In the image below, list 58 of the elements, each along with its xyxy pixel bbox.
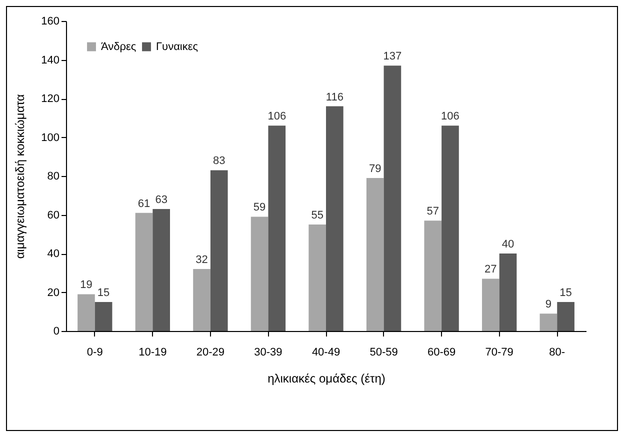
bar [308, 224, 326, 331]
data-label: 137 [383, 50, 402, 63]
y-tick-label: 160 [41, 16, 60, 28]
y-tick-label: 80 [47, 170, 60, 182]
bar [442, 126, 459, 331]
data-label: 32 [196, 254, 208, 266]
bar [540, 314, 558, 331]
bar [326, 106, 344, 331]
data-label: 61 [138, 198, 150, 210]
x-tick-label: 80- [549, 346, 566, 358]
data-label: 15 [97, 286, 110, 299]
x-tick-label: 10-19 [138, 346, 167, 358]
data-label: 63 [155, 194, 168, 206]
y-tick-label: 40 [47, 248, 60, 260]
bar [135, 212, 153, 331]
data-label: 27 [484, 264, 497, 276]
data-label: 59 [253, 202, 266, 214]
bar [499, 254, 517, 331]
bar [152, 208, 170, 331]
data-label: 106 [268, 110, 286, 123]
data-label: 15 [560, 286, 572, 299]
bar [482, 278, 500, 331]
legend-label: Γυναικες [156, 40, 198, 53]
x-tick-label: 70-79 [485, 346, 514, 358]
bar [384, 66, 402, 331]
bar [557, 302, 574, 331]
legend-label: Άνδρες [101, 40, 136, 53]
bar [78, 294, 95, 331]
bar [94, 302, 112, 331]
data-label: 83 [212, 155, 226, 168]
y-tick-label: 60 [47, 209, 60, 222]
data-label: 79 [368, 162, 382, 175]
y-tick-label: 120 [41, 93, 60, 105]
x-tick-label: 50-59 [370, 346, 398, 358]
data-label: 116 [326, 91, 344, 104]
bar [268, 126, 286, 331]
y-tick-label: 20 [47, 286, 60, 299]
x-axis-title: ηλικιακές ομάδες (έτη) [268, 372, 386, 386]
bar [366, 178, 384, 331]
y-tick-label: 100 [41, 132, 60, 144]
x-tick-label: 60-69 [427, 346, 456, 358]
x-tick-label: 20-29 [196, 346, 225, 358]
y-tick-label: 140 [41, 54, 60, 66]
y-axis-title: αιμαγγειωματοειδή κοκκιώματα [13, 94, 28, 259]
x-tick-label: 30-39 [254, 346, 282, 358]
x-tick-label: 40-49 [312, 346, 340, 358]
data-label: 57 [426, 206, 440, 218]
data-label: 55 [311, 209, 324, 222]
data-label: 9 [545, 298, 552, 311]
data-label: 19 [80, 279, 92, 292]
data-label: 106 [441, 110, 460, 123]
bar [210, 170, 228, 331]
x-tick-label: 0-9 [86, 346, 103, 358]
bar [424, 220, 442, 331]
data-label: 40 [502, 238, 514, 250]
bar [250, 216, 268, 331]
y-tick-label: 0 [53, 326, 60, 338]
bar [193, 269, 210, 331]
